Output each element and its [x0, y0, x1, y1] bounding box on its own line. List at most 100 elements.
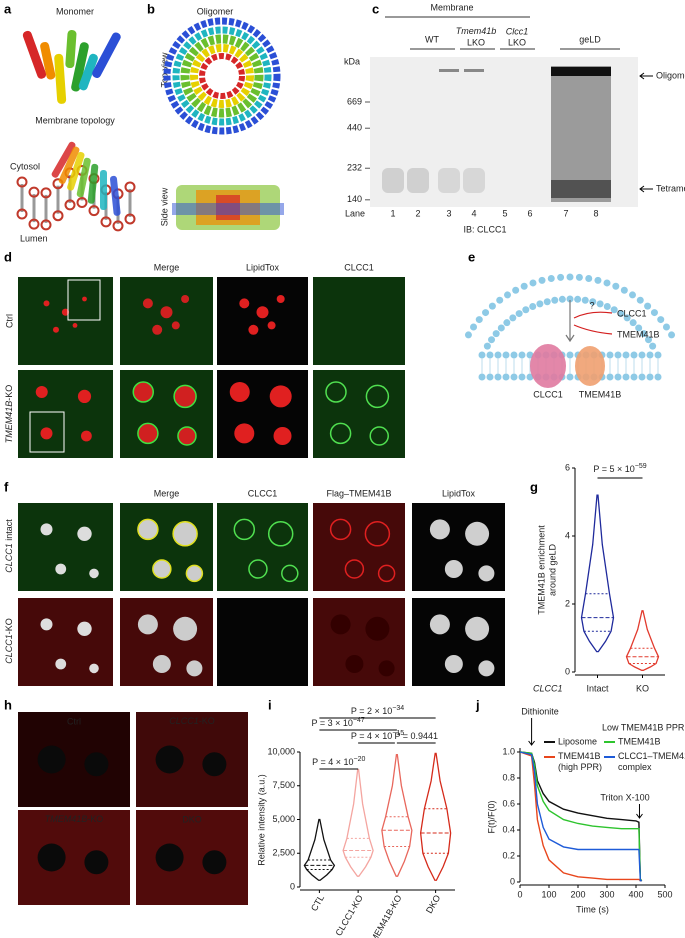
row-label-part: -KO: [4, 618, 14, 634]
panel-subtitle: Membrane topology: [35, 115, 115, 125]
droplet: [37, 843, 66, 872]
arrow: [639, 185, 653, 193]
panel-label: d: [4, 249, 12, 264]
y-axis-label: TMEM41B enrichment: [536, 525, 546, 615]
droplet: [185, 564, 204, 583]
droplet: [273, 427, 292, 445]
lipid-head: [16, 176, 28, 188]
lipid-head: [503, 291, 511, 299]
lipid-head: [566, 373, 574, 381]
droplet: [369, 426, 389, 446]
lipid-head: [475, 316, 483, 324]
micrograph-signal: [120, 370, 213, 458]
lipid-head: [594, 276, 602, 284]
panel-label: h: [4, 697, 12, 712]
p-exp: −59: [635, 463, 647, 470]
lipid-head: [76, 196, 88, 208]
lipid-head: [566, 351, 574, 359]
violin: [419, 752, 452, 881]
micrograph: [217, 598, 308, 686]
p-text: P = 5 × 10: [593, 464, 634, 474]
panel-caption: CLCC1-KO: [169, 716, 215, 726]
group-label: Tmem41b: [456, 26, 497, 36]
lane-number: 7: [563, 208, 568, 218]
group-label: Clcc1: [506, 26, 529, 36]
lipid-head: [478, 373, 486, 381]
droplet: [89, 568, 99, 579]
ring: [180, 34, 264, 118]
helix: [67, 151, 85, 191]
lipid-head: [464, 331, 472, 339]
helix: [51, 141, 76, 178]
annotation: TMEM41B: [617, 329, 660, 339]
p-value: P = 5 × 10−59: [593, 463, 646, 475]
micrograph: [18, 712, 130, 807]
micrograph: [120, 277, 213, 365]
group-label: geLD: [579, 34, 601, 44]
y-tick-label: 0.4: [502, 824, 515, 834]
group-label-part: Tmem41b: [456, 26, 497, 36]
lipid-head: [662, 323, 670, 331]
micrograph: [217, 370, 308, 458]
droplet: [37, 745, 66, 774]
lipid-head: [612, 282, 620, 290]
row-label: TMEM41B-KO: [4, 385, 14, 444]
droplet: [267, 521, 294, 547]
legend-line: (high PPR): [558, 762, 602, 772]
lipid-head: [16, 208, 28, 220]
x-axis-label: Time (s): [576, 904, 609, 914]
arrow: [565, 300, 575, 343]
protein: [575, 346, 605, 386]
droplet: [172, 521, 198, 547]
panel-caption: TMEM41B-KO: [45, 814, 104, 824]
lane-number: 1: [390, 208, 395, 218]
droplet: [364, 521, 391, 547]
line-series: [519, 751, 642, 882]
lipid-head: [112, 220, 124, 232]
droplet: [202, 752, 227, 777]
group-label: LKO: [508, 37, 526, 47]
p-text: P = 4 × 10: [312, 757, 353, 767]
lipid-head: [488, 302, 496, 310]
droplet: [173, 384, 197, 409]
droplet: [444, 655, 463, 673]
droplet: [229, 382, 250, 402]
legend-label: TMEM41B (high PPR): [558, 751, 602, 772]
panel-caption: Ctrl: [67, 716, 81, 726]
inset-box: [67, 279, 101, 321]
p-value: P = 3 × 10−47: [312, 717, 365, 729]
legend-label: Liposome: [558, 736, 597, 746]
y-tick-label: 7,500: [272, 780, 295, 790]
y-axis-label: Relative intensity (a.u.): [256, 774, 266, 866]
panel-label: g: [530, 479, 538, 494]
micrograph-signal: [313, 277, 405, 365]
lipid-head: [512, 286, 520, 294]
lipid-head: [496, 296, 504, 304]
lipid-head: [510, 373, 518, 381]
band-label: Oligomer: [656, 70, 685, 80]
droplet: [248, 559, 268, 579]
y-tick-label: 0: [510, 876, 515, 886]
lipid-head: [28, 186, 40, 198]
lipid-head: [603, 303, 611, 311]
lipid-head: [610, 306, 618, 314]
droplet: [77, 526, 92, 541]
lipid-head: [566, 295, 574, 303]
panel-caption-part: -KO: [87, 814, 103, 824]
row-label-part: CLCC1: [4, 543, 14, 573]
y-tick-label: 5,000: [272, 814, 295, 824]
row-label: CLCC1-KO: [4, 618, 14, 664]
lipid-head: [630, 351, 638, 359]
column-title: CLCC1: [248, 488, 278, 498]
lipid-head: [502, 373, 510, 381]
ring: [190, 44, 254, 108]
micrograph: [136, 712, 248, 807]
lipid-head: [538, 276, 546, 284]
band: [439, 69, 459, 72]
micrograph: [136, 810, 248, 905]
droplet: [84, 850, 109, 875]
lipid-head: [482, 309, 490, 317]
x-tick-label: 0: [517, 889, 522, 899]
p-exp: −20: [354, 756, 366, 763]
row-label-part: -KO: [4, 385, 14, 401]
